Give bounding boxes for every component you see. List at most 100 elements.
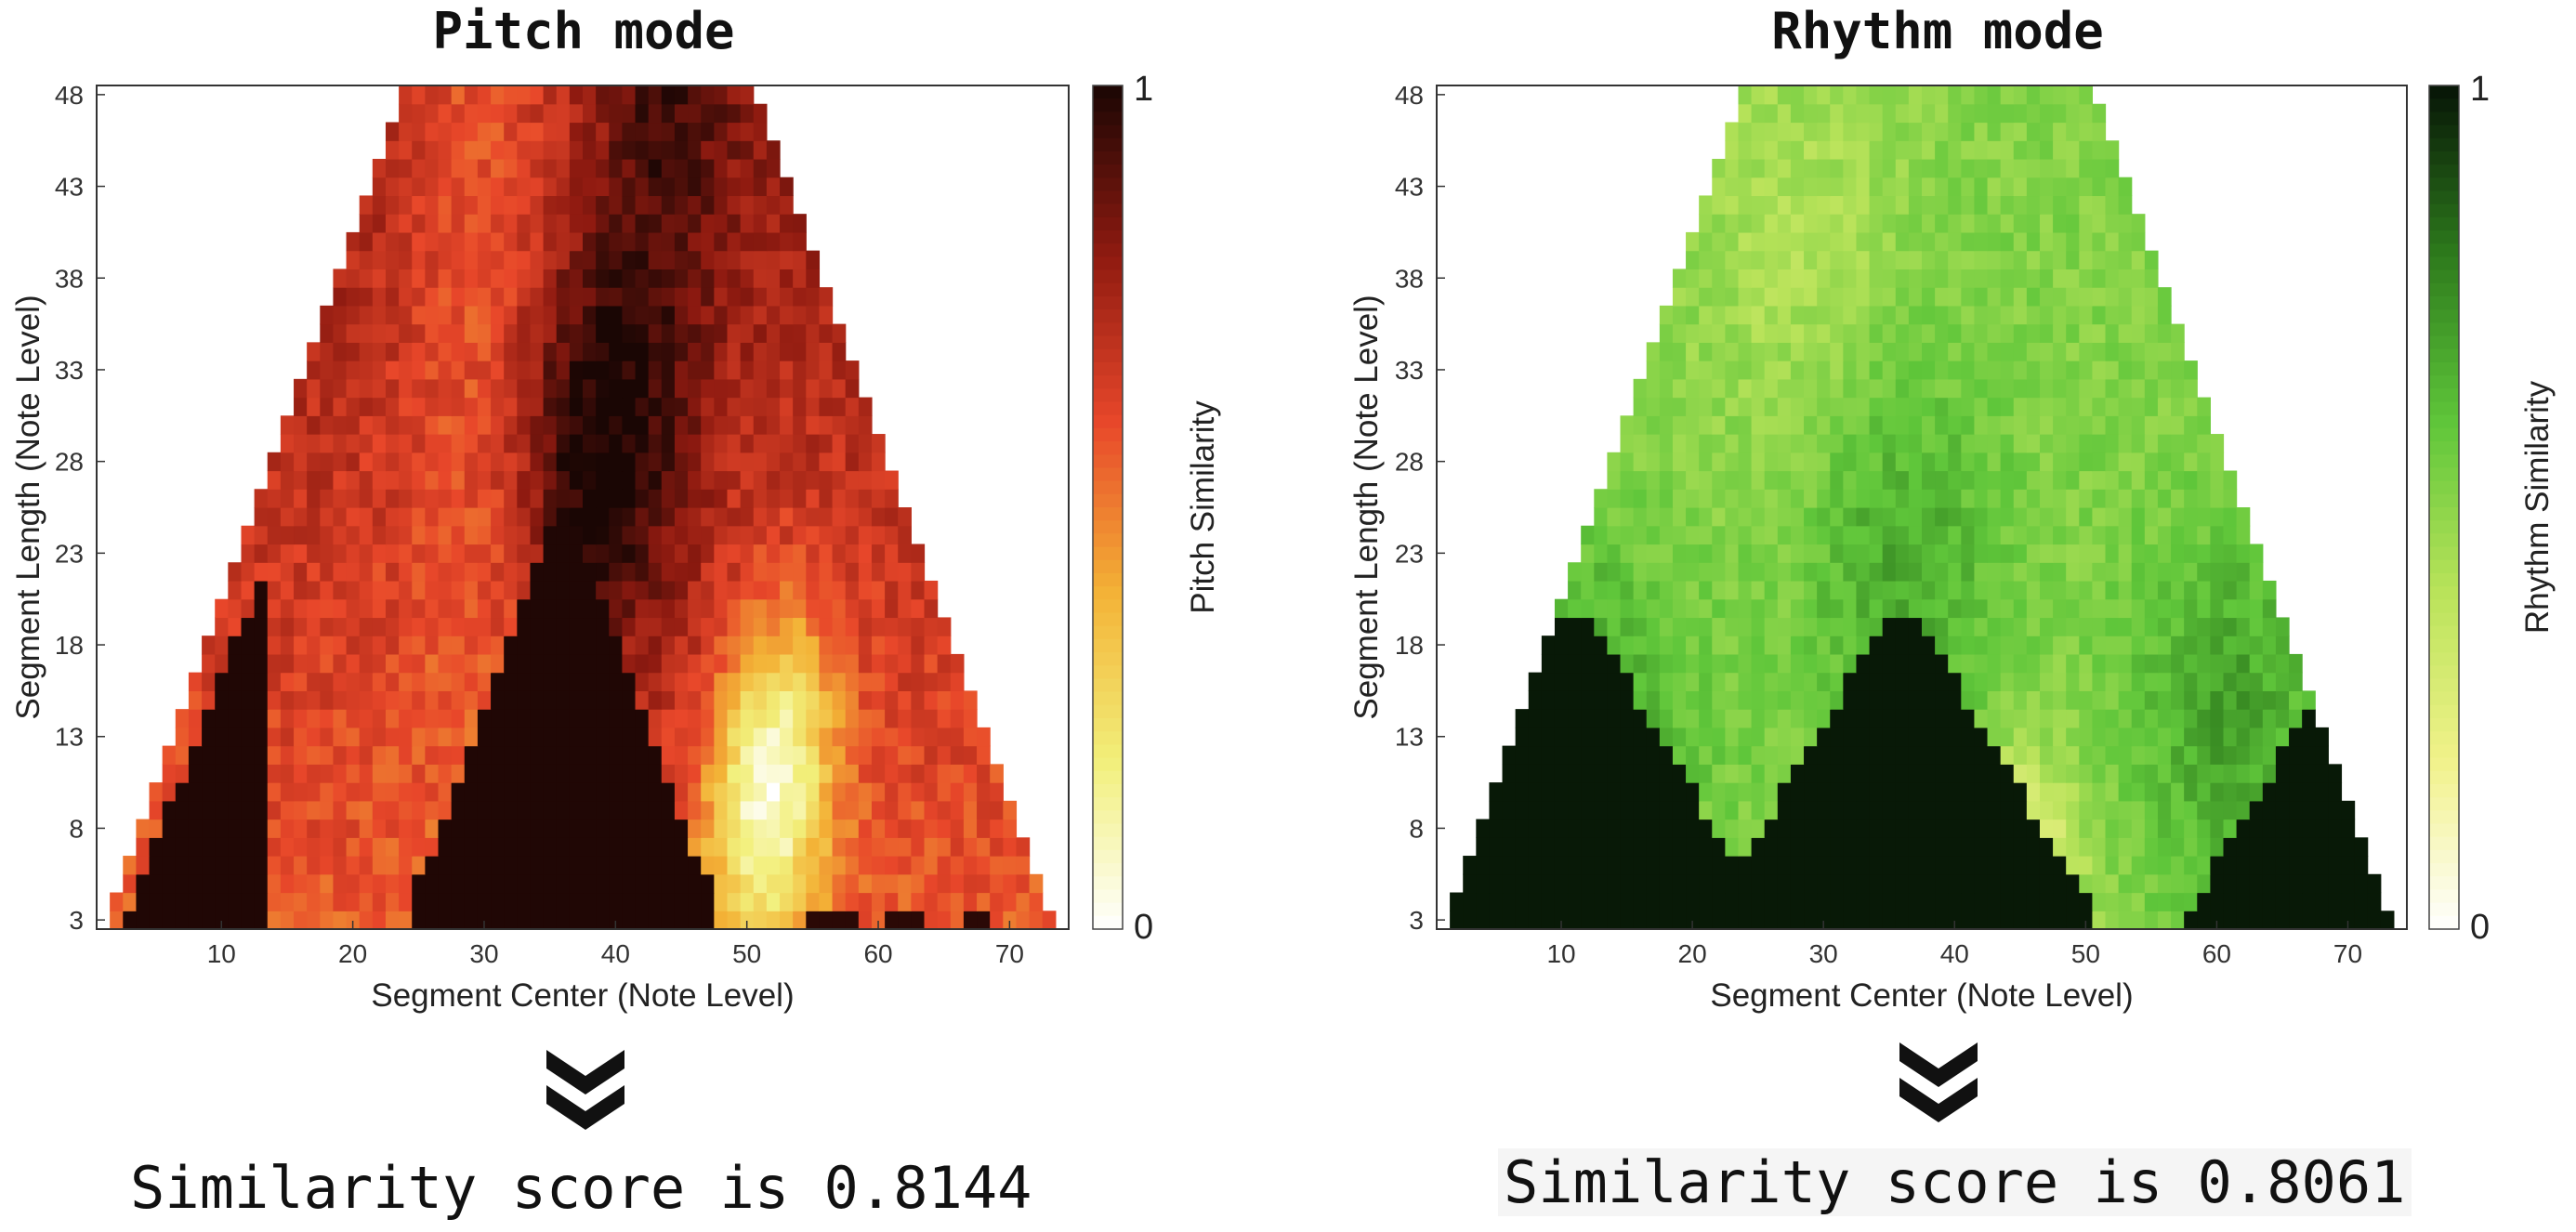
- heatmap-cell: [543, 177, 558, 197]
- heatmap-cell: [701, 397, 715, 416]
- heatmap-cell: [1725, 727, 1740, 747]
- heatmap-cell: [648, 764, 663, 783]
- heatmap-cell: [2013, 690, 2028, 710]
- heatmap-cell: [1974, 745, 1989, 765]
- heatmap-cell: [569, 636, 584, 655]
- heatmap-cell: [2157, 819, 2172, 838]
- heatmap-cell: [2131, 873, 2146, 894]
- heatmap-cell: [819, 489, 834, 508]
- heatmap-cell: [320, 580, 335, 600]
- heatmap-cell: [2315, 911, 2329, 930]
- heatmap-cell: [543, 580, 558, 600]
- heatmap-cell: [1646, 525, 1661, 545]
- heatmap-cell: [1764, 800, 1779, 820]
- heatmap-cell: [1594, 507, 1609, 527]
- heatmap-cell: [845, 562, 860, 582]
- heatmap-cell: [241, 672, 256, 691]
- heatmap-cell: [2079, 856, 2094, 875]
- heatmap-cell: [1633, 562, 1648, 582]
- heatmap-cell: [1686, 580, 1700, 600]
- heatmap-cell: [438, 195, 453, 215]
- heatmap-cell: [1672, 617, 1687, 636]
- colorbar-segment: [1093, 731, 1123, 745]
- heatmap-cell: [464, 122, 479, 141]
- heatmap-cell: [661, 690, 676, 710]
- heatmap-cell: [280, 470, 295, 490]
- heatmap-cell: [832, 782, 847, 802]
- heatmap-cell: [674, 598, 689, 619]
- heatmap-cell: [2026, 470, 2041, 490]
- heatmap-cell: [1790, 269, 1805, 288]
- heatmap-cell: [1620, 727, 1635, 747]
- heatmap-cell: [2053, 598, 2067, 619]
- heatmap-cell: [622, 690, 637, 710]
- heatmap-cell: [1003, 911, 1018, 930]
- heatmap-cell: [950, 690, 965, 710]
- heatmap-cell: [701, 103, 715, 124]
- heatmap-cell: [2092, 653, 2107, 674]
- heatmap-cell: [819, 507, 834, 527]
- heatmap-cell: [1489, 911, 1504, 930]
- heatmap-cell: [1790, 598, 1805, 619]
- heatmap-cell: [780, 745, 794, 765]
- x-tick-label: 40: [1940, 939, 1969, 968]
- heatmap-cell: [1790, 103, 1805, 124]
- heatmap-cell: [1751, 470, 1766, 490]
- heatmap-cell: [766, 562, 781, 582]
- heatmap-cell: [385, 653, 400, 674]
- heatmap-cell: [727, 507, 742, 527]
- heatmap-cell: [661, 140, 676, 160]
- heatmap-cell: [1594, 800, 1609, 820]
- heatmap-cell: [885, 562, 899, 582]
- colorbar-segment: [1093, 401, 1123, 416]
- heatmap-cell: [1554, 819, 1569, 838]
- heatmap-cell: [2026, 397, 2041, 416]
- heatmap-cell: [464, 580, 479, 600]
- colorbar-segment: [1093, 572, 1123, 587]
- heatmap-cell: [2000, 231, 2015, 252]
- heatmap-cell: [451, 342, 466, 361]
- heatmap-cell: [1817, 195, 1831, 215]
- heatmap-cell: [2118, 837, 2133, 857]
- heatmap-cell: [1882, 140, 1897, 160]
- heatmap-cell: [871, 856, 886, 875]
- heatmap-cell: [609, 507, 624, 527]
- heatmap-cell: [2315, 873, 2329, 894]
- heatmap-cell: [1869, 269, 1884, 288]
- heatmap-cell: [1935, 434, 1949, 453]
- heatmap-cell: [2184, 397, 2198, 416]
- heatmap-cell: [2053, 287, 2067, 307]
- heatmap-cell: [793, 269, 807, 288]
- heatmap-cell: [2302, 873, 2316, 894]
- heatmap-cell: [1686, 378, 1700, 399]
- heatmap-cell: [609, 434, 624, 453]
- heatmap-cell: [1607, 745, 1622, 765]
- heatmap-cell: [385, 177, 400, 197]
- heatmap-cell: [1751, 140, 1766, 160]
- heatmap-cell: [1633, 837, 1648, 857]
- heatmap-cell: [1948, 782, 1962, 802]
- heatmap-cell: [491, 837, 505, 857]
- heatmap-cell: [1961, 709, 1976, 728]
- heatmap-cell: [2262, 580, 2277, 600]
- heatmap-cell: [885, 617, 899, 636]
- heatmap-cell: [2171, 507, 2185, 527]
- heatmap-cell: [1725, 250, 1740, 269]
- heatmap-cell: [517, 745, 532, 765]
- heatmap-cell: [674, 360, 689, 380]
- heatmap-cell: [1922, 525, 1936, 545]
- heatmap-cell: [2118, 287, 2133, 307]
- heatmap-cell: [333, 434, 348, 453]
- heatmap-cell: [1672, 342, 1687, 361]
- heatmap-cell: [307, 434, 321, 453]
- heatmap-cell: [727, 745, 742, 765]
- heatmap-cell: [307, 745, 321, 765]
- heatmap-cell: [1974, 782, 1989, 802]
- heatmap-cell: [241, 837, 256, 857]
- heatmap-cell: [2066, 653, 2080, 674]
- heatmap-cell: [1790, 250, 1805, 269]
- heatmap-cell: [766, 525, 781, 545]
- heatmap-cell: [2131, 819, 2146, 838]
- heatmap-cell: [477, 177, 492, 197]
- heatmap-cell: [556, 140, 571, 160]
